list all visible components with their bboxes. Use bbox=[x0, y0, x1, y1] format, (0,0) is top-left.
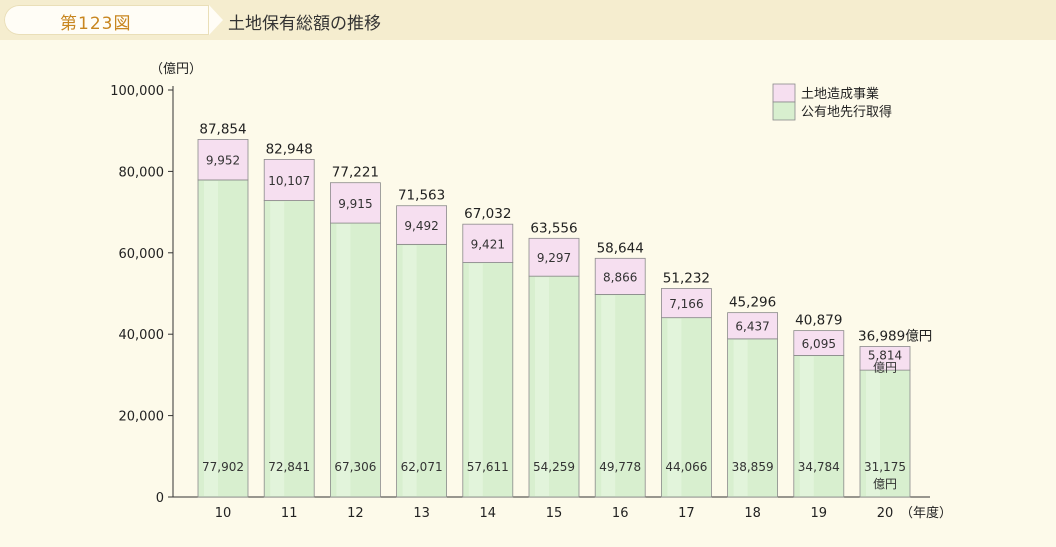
lower-segment-label: 34,784 bbox=[798, 460, 840, 474]
figure-number-tab bbox=[4, 5, 223, 35]
bar-highlight bbox=[667, 318, 682, 496]
upper-segment-label: 5,814 bbox=[868, 348, 902, 362]
y-tick-label: 80,000 bbox=[119, 165, 165, 180]
lower-segment-unit: 億円 bbox=[873, 477, 897, 491]
bar-total-label: 45,296 bbox=[729, 295, 776, 311]
upper-segment-unit: 億円 bbox=[873, 360, 897, 374]
x-tick-label: 15 bbox=[546, 506, 563, 521]
bar-segment-upper bbox=[528, 237, 580, 277]
bar-highlight bbox=[402, 245, 417, 496]
bar-highlight bbox=[468, 263, 483, 496]
upper-segment-label: 6,095 bbox=[802, 337, 836, 351]
bar-highlight bbox=[733, 339, 748, 496]
bar-segment-upper bbox=[594, 257, 646, 295]
x-tick-label: 11 bbox=[281, 506, 298, 521]
lower-segment-label: 62,071 bbox=[401, 460, 443, 474]
figure-number: 第123図 bbox=[60, 14, 132, 34]
bar-highlight bbox=[799, 356, 814, 496]
y-tick-label: 40,000 bbox=[119, 328, 165, 343]
upper-segment-label: 9,952 bbox=[206, 154, 240, 168]
bar-segment-upper bbox=[661, 288, 712, 319]
lower-segment-label: 67,306 bbox=[334, 460, 376, 474]
x-tick-label: 13 bbox=[413, 506, 430, 521]
bar-segment-upper bbox=[396, 205, 448, 245]
bar-total-label: 63,556 bbox=[530, 220, 577, 236]
bar-total-label: 58,644 bbox=[597, 240, 644, 256]
x-tick-label: 16 bbox=[612, 506, 629, 521]
y-tick-label: 20,000 bbox=[119, 410, 165, 425]
upper-segment-label: 9,915 bbox=[338, 197, 372, 211]
bar-segment-upper bbox=[462, 223, 514, 263]
lower-segment-label: 49,778 bbox=[599, 460, 641, 474]
upper-segment-label: 10,107 bbox=[268, 174, 310, 188]
x-tick-label: 17 bbox=[678, 506, 695, 521]
bar-segment-upper bbox=[329, 182, 381, 224]
upper-segment-label: 8,866 bbox=[603, 270, 637, 284]
x-tick-label: 14 bbox=[480, 506, 497, 521]
legend-swatch-land-development bbox=[772, 83, 796, 103]
bar-total-label: 67,032 bbox=[464, 206, 511, 222]
figure-title: 土地保有総額の推移 bbox=[228, 14, 381, 34]
bar-highlight bbox=[336, 224, 351, 496]
y-tick-label: 60,000 bbox=[119, 247, 165, 262]
bar-total-label: 40,879 bbox=[795, 313, 842, 329]
bar-segment-upper bbox=[859, 346, 911, 371]
bar-segment-upper bbox=[197, 139, 249, 181]
bar-highlight bbox=[601, 295, 616, 496]
upper-segment-label: 6,437 bbox=[735, 320, 769, 334]
bar-total-label: 87,854 bbox=[199, 121, 246, 137]
x-tick-label: 10 bbox=[215, 506, 232, 521]
legend-label-land-development: 土地造成事業 bbox=[801, 86, 879, 102]
bar-total-label: 77,221 bbox=[332, 165, 379, 181]
stacked-bar-chart: 0 20,000 40,000 60,000 80,000 100,000 （億円） 87,8… bbox=[110, 61, 952, 521]
y-tick-label: 100,000 bbox=[110, 84, 164, 99]
bar-highlight bbox=[535, 277, 549, 496]
x-tick-label: 12 bbox=[347, 506, 364, 521]
x-tick-label: 20 bbox=[877, 506, 894, 521]
bar-total-label: 82,948 bbox=[266, 141, 313, 157]
lower-segment-label: 72,841 bbox=[268, 460, 310, 474]
upper-segment-label: 9,297 bbox=[537, 251, 571, 265]
lower-segment-label: 44,066 bbox=[665, 460, 707, 474]
lower-segment-label: 31,175 bbox=[864, 460, 906, 474]
bar-segment-upper bbox=[793, 330, 845, 356]
y-tick-label: 0 bbox=[156, 491, 164, 506]
figure-header: 第123図 土地保有総額の推移 bbox=[0, 0, 1056, 40]
x-tick-label: 19 bbox=[811, 506, 828, 521]
y-axis-unit-label: （億円） bbox=[150, 61, 202, 77]
lower-segment-label: 38,859 bbox=[732, 460, 774, 474]
bar-highlight bbox=[866, 371, 880, 496]
upper-segment-label: 9,421 bbox=[471, 237, 505, 251]
legend-label-advance-acquisition: 公有地先行取得 bbox=[801, 104, 892, 120]
legend-swatch-advance-acquisition bbox=[772, 101, 796, 121]
upper-segment-label: 9,492 bbox=[404, 219, 438, 233]
x-tick-label: 18 bbox=[744, 506, 761, 521]
lower-segment-label: 77,902 bbox=[202, 460, 244, 474]
bar-segment-upper bbox=[263, 159, 315, 201]
x-axis-unit-label: （年度） bbox=[900, 505, 952, 521]
bar-segment-upper bbox=[727, 312, 778, 340]
lower-segment-label: 54,259 bbox=[533, 460, 575, 474]
bar-total-label: 71,563 bbox=[398, 188, 445, 204]
bar-highlight bbox=[270, 201, 285, 497]
lower-segment-label: 57,611 bbox=[467, 460, 509, 474]
upper-segment-label: 7,166 bbox=[669, 297, 703, 311]
bar-highlight bbox=[204, 180, 218, 497]
bar-total-label: 51,232 bbox=[663, 270, 710, 286]
bar-total-label: 36,989億円 bbox=[858, 328, 932, 344]
